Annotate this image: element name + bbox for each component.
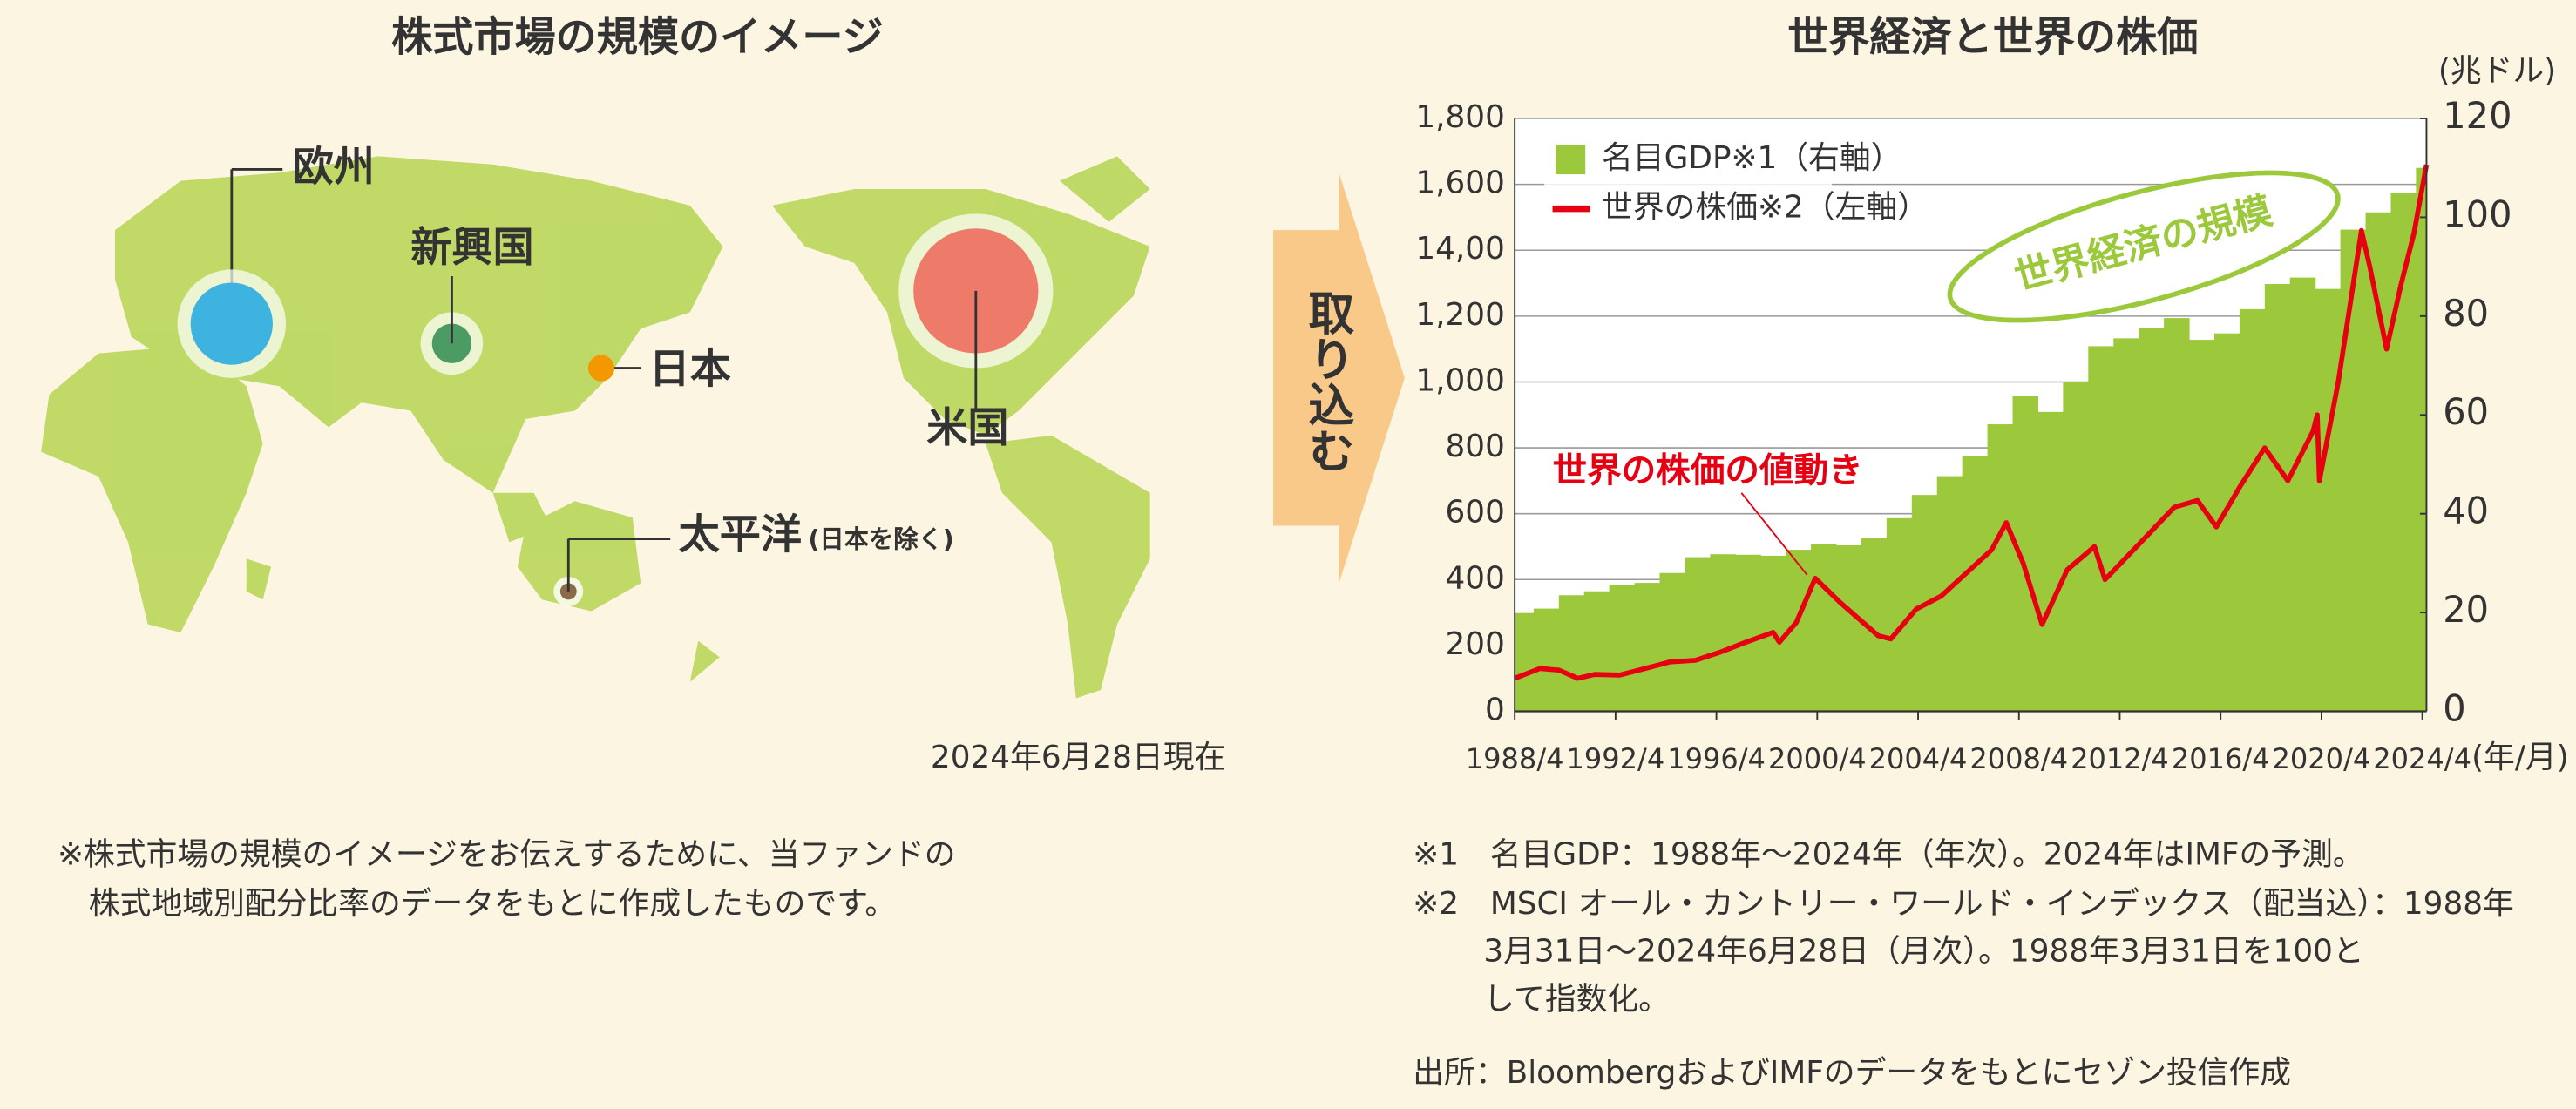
y-tick-label: 1,200	[1415, 297, 1504, 333]
region-label: 欧州	[293, 143, 375, 191]
chart-title: 世界経済と世界の株価	[1787, 13, 2198, 61]
gdp-bar	[1735, 554, 1761, 712]
x-tick-label: 2004/4	[1869, 742, 1968, 775]
arrow	[1273, 172, 1405, 584]
leader	[1740, 492, 1808, 576]
gdp-bar	[1558, 595, 1585, 712]
gdp-bar	[1811, 544, 1837, 712]
gdp-bar	[1634, 583, 1661, 712]
gdp-bar	[1685, 557, 1711, 712]
gdp-bar	[2289, 277, 2316, 712]
as-of: 2024年6月28日現在	[931, 740, 1225, 775]
gdp-bar	[1836, 544, 1862, 712]
map-title: 株式市場の規模のイメージ	[391, 13, 884, 61]
gdp-bar	[1659, 572, 1685, 712]
y2-tick-label: 100	[2443, 193, 2512, 235]
footnote: 3月31日～2024年6月28日（月次）。1988年3月31日を100と	[1483, 934, 2363, 970]
x-tick-label: 2016/4	[2172, 742, 2270, 775]
region-label: 日本	[649, 345, 731, 393]
gdp-bar	[2365, 212, 2392, 712]
gdp-bar	[1886, 517, 1913, 712]
x-tick-label: 2012/4	[2071, 742, 2169, 775]
x-tick-label: 2024/4	[2373, 742, 2471, 775]
arrow-label: 取り込む	[1301, 289, 1354, 473]
region-label: 太平洋	[679, 511, 802, 559]
y-tick-label: 14,00	[1415, 231, 1504, 267]
y-tick-label: 0	[1485, 693, 1505, 728]
gdp-bar	[1710, 554, 1736, 712]
y-tick-label: 800	[1446, 429, 1505, 464]
footnote: ※2 MSCI オール・カントリー・ワールド・インデックス（配当込）：1988年	[1413, 886, 2514, 922]
y-tick-label: 400	[1446, 560, 1505, 596]
world-map	[41, 156, 1150, 699]
y2-unit: (兆ドル)	[2438, 53, 2556, 89]
x-tick-label: 2008/4	[1969, 742, 2068, 775]
legend-label: 名目GDP※1（右軸）	[1602, 140, 1901, 176]
gdp-bar	[2063, 382, 2089, 712]
source: 出所：BloombergおよびIMFのデータをもとにセゾン投信作成	[1413, 1055, 2291, 1091]
gdp-bar	[2088, 346, 2114, 712]
region-note: (日本を除く)	[809, 524, 954, 553]
gdp-bar	[1515, 612, 1535, 712]
gdp-bar	[2012, 396, 2039, 712]
note: 株式地域別配分比率のデータをもとに作成したものです。	[89, 886, 896, 922]
y2-tick-label: 0	[2443, 688, 2465, 730]
y-tick-label: 1,600	[1415, 166, 1504, 201]
gdp-bar	[2340, 229, 2367, 712]
x-tick-label: 1988/4	[1466, 742, 1564, 775]
gdp-bar	[1609, 585, 1636, 712]
gdp-bar	[2113, 338, 2139, 712]
y2-tick-label: 80	[2443, 293, 2489, 335]
legend-bg	[1544, 156, 1833, 247]
y2-tick-label: 120	[2443, 95, 2512, 137]
footnote: ※1 名目GDP：1988年～2024年（年次）。2024年はIMFの予測。	[1413, 836, 2363, 872]
legend-swatch	[1556, 145, 1586, 175]
x-tick-label: 2020/4	[2273, 742, 2371, 775]
note: ※株式市場の規模のイメージをお伝えするために、当ファンドの	[58, 836, 956, 872]
y2-tick-label: 20	[2443, 589, 2489, 631]
x-unit: (年/月)	[2471, 740, 2569, 775]
legend-label: 世界の株価※2（左軸）	[1602, 190, 1929, 226]
annotation: 世界の株価の値動き	[1553, 451, 1863, 491]
y-tick-label: 1,000	[1415, 362, 1504, 398]
gdp-bar	[2264, 283, 2291, 712]
gdp-bar	[1533, 608, 1560, 712]
y-tick-label: 600	[1446, 495, 1505, 531]
region-label: 米国	[926, 404, 1008, 452]
x-tick-label: 2000/4	[1768, 742, 1867, 775]
gdp-bar	[2416, 167, 2428, 712]
gdp-bar	[2315, 288, 2342, 712]
stock-line	[1514, 164, 2430, 681]
gdp-bar	[2239, 308, 2266, 712]
gdp-bar	[1962, 456, 1989, 712]
gdp-bar	[1987, 424, 2014, 712]
region-label: 新興国	[410, 224, 533, 272]
gdp-bar	[2189, 340, 2215, 712]
x-tick-label: 1992/4	[1567, 742, 1665, 775]
gdp-bar	[2037, 411, 2064, 712]
footnote: して指数化。	[1483, 981, 1670, 1017]
y-tick-label: 1,800	[1415, 99, 1504, 135]
y2-tick-label: 60	[2443, 391, 2489, 433]
y2-tick-label: 40	[2443, 490, 2489, 532]
y-tick-label: 200	[1446, 626, 1505, 662]
annotation-ellipse	[1947, 170, 2341, 323]
gdp-bar	[1583, 591, 1610, 712]
x-tick-label: 1996/4	[1667, 742, 1766, 775]
